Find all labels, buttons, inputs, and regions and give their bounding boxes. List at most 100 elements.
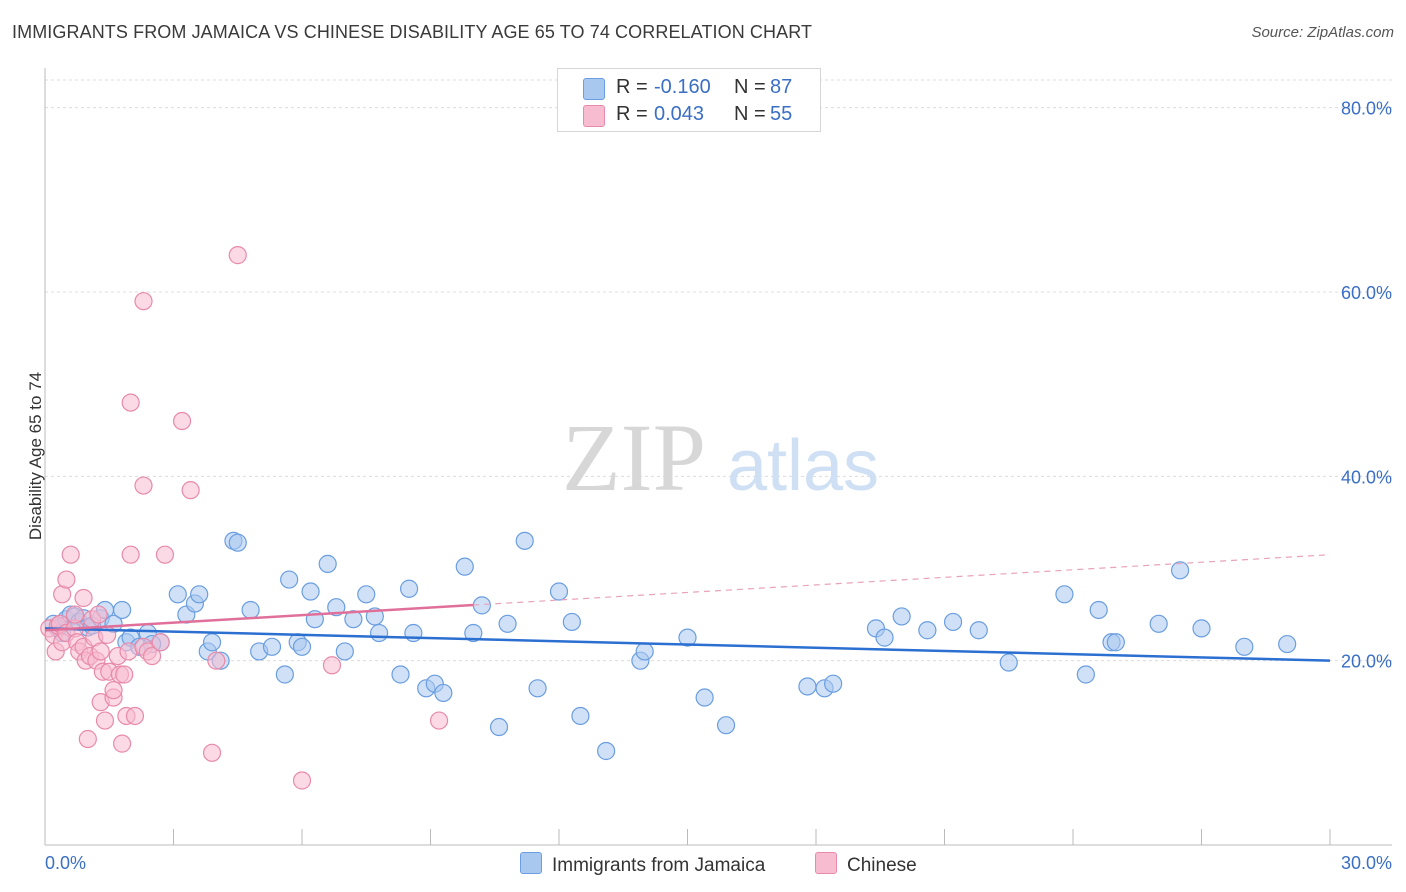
- legend-swatch-jamaica: [583, 78, 605, 100]
- bottom-legend-label-chinese: Chinese: [847, 855, 917, 876]
- stats-legend: R = -0.160 N = 87 R = 0.043 N = 55: [557, 68, 821, 132]
- data-point-chinese: [207, 651, 226, 670]
- data-point-chinese: [121, 393, 140, 412]
- legend-n-value: 55: [770, 103, 793, 125]
- data-point-chinese: [202, 743, 222, 762]
- legend-r-value: 0.043: [654, 103, 705, 125]
- data-point-jamaica: [344, 610, 363, 629]
- data-point-jamaica: [292, 637, 312, 656]
- data-point-chinese: [121, 545, 140, 564]
- data-point-chinese: [89, 605, 108, 624]
- data-point-jamaica: [280, 570, 299, 589]
- data-point-jamaica: [892, 607, 911, 626]
- tick-labels: 20.0% 40.0% 60.0% 80.0% 0.0% 30.0%: [45, 99, 1392, 873]
- watermark-zip: ZIP: [562, 404, 706, 511]
- data-point-chinese: [155, 545, 175, 564]
- source-label: Source: ZipAtlas.com: [1251, 24, 1394, 41]
- data-point-jamaica: [202, 633, 222, 652]
- data-point-jamaica: [1089, 600, 1108, 620]
- x-tick-label: 30.0%: [1341, 853, 1392, 873]
- data-point-chinese: [134, 476, 153, 495]
- data-point-jamaica: [464, 623, 483, 643]
- data-point-jamaica: [515, 531, 534, 550]
- watermark-atlas: atlas: [727, 426, 879, 506]
- y-tick-label: 20.0%: [1341, 652, 1392, 672]
- data-point-jamaica: [455, 557, 474, 576]
- legend-row-chinese: R = 0.043 N = 55: [558, 100, 820, 128]
- data-point-chinese: [172, 411, 192, 431]
- data-point-chinese: [322, 656, 342, 675]
- data-point-jamaica: [969, 621, 988, 640]
- data-point-jamaica: [1278, 634, 1297, 654]
- data-point-jamaica: [318, 554, 337, 573]
- data-point-chinese: [91, 642, 110, 661]
- trend-line-chinese-dashed: [473, 554, 1331, 606]
- data-point-chinese: [57, 570, 76, 589]
- data-point-jamaica: [918, 621, 937, 640]
- data-point-chinese: [292, 771, 312, 790]
- data-point-chinese: [119, 642, 138, 661]
- data-point-jamaica: [678, 628, 697, 647]
- data-point-jamaica: [168, 585, 187, 604]
- data-point-chinese: [228, 246, 247, 265]
- data-point-jamaica: [112, 600, 132, 620]
- legend-r-label: R =: [616, 103, 648, 125]
- y-axis-label: Disability Age 65 to 74: [26, 371, 45, 541]
- data-points: [40, 246, 1297, 790]
- trend-line-chinese: [44, 603, 474, 632]
- data-point-chinese: [142, 646, 162, 666]
- data-point-jamaica: [635, 642, 654, 661]
- legend-r-label: R =: [616, 76, 648, 98]
- data-point-jamaica: [943, 612, 963, 632]
- data-point-jamaica: [1149, 614, 1168, 633]
- bottom-legend-label-jamaica: Immigrants from Jamaica: [552, 855, 766, 876]
- data-point-jamaica: [999, 653, 1018, 672]
- data-point-jamaica: [301, 582, 320, 601]
- data-point-jamaica: [370, 623, 389, 643]
- data-point-jamaica: [399, 579, 419, 598]
- legend-n-label: N =: [734, 76, 766, 98]
- data-point-jamaica: [1055, 585, 1074, 604]
- data-point-chinese: [151, 633, 170, 652]
- data-point-jamaica: [824, 674, 843, 693]
- data-point-chinese: [429, 711, 449, 730]
- trend-line-jamaica: [44, 627, 1331, 662]
- legend-swatch-chinese: [583, 105, 605, 127]
- data-point-chinese: [74, 588, 93, 608]
- data-point-jamaica: [571, 706, 590, 726]
- data-point-jamaica: [695, 688, 714, 707]
- data-point-jamaica: [1235, 637, 1254, 656]
- data-point-jamaica: [228, 533, 247, 552]
- data-point-jamaica: [327, 598, 346, 617]
- data-point-chinese: [115, 665, 134, 684]
- legend-r-value: -0.160: [654, 76, 711, 98]
- y-tick-label: 80.0%: [1341, 99, 1392, 119]
- data-point-jamaica: [275, 665, 294, 684]
- watermark: ZIP atlas: [562, 404, 879, 511]
- data-point-jamaica: [241, 600, 260, 620]
- data-point-jamaica: [335, 642, 354, 661]
- data-point-jamaica: [875, 628, 894, 647]
- data-point-jamaica: [562, 612, 581, 632]
- data-point-jamaica: [190, 585, 209, 604]
- legend-n-label: N =: [734, 103, 766, 125]
- data-point-jamaica: [597, 741, 616, 761]
- data-point-chinese: [134, 292, 153, 311]
- data-point-chinese: [78, 729, 97, 749]
- legend-row-jamaica: R = -0.160 N = 87: [558, 73, 820, 101]
- axes: [44, 68, 1392, 846]
- y-tick-label: 40.0%: [1341, 467, 1392, 487]
- y-tick-label: 60.0%: [1341, 283, 1392, 303]
- data-point-chinese: [112, 734, 132, 753]
- data-point-chinese: [61, 545, 80, 564]
- data-point-chinese: [65, 605, 85, 624]
- data-point-jamaica: [391, 665, 410, 684]
- bottom-legend-swatch-chinese: [815, 852, 837, 874]
- bottom-legend-jamaica: Immigrants from Jamaica: [520, 852, 765, 877]
- bottom-legend-swatch-jamaica: [520, 852, 542, 874]
- bottom-legend-chinese: Chinese: [815, 852, 917, 877]
- x-tick-label: 0.0%: [45, 853, 86, 873]
- data-point-jamaica: [1106, 633, 1125, 652]
- trend-lines: [44, 554, 1331, 662]
